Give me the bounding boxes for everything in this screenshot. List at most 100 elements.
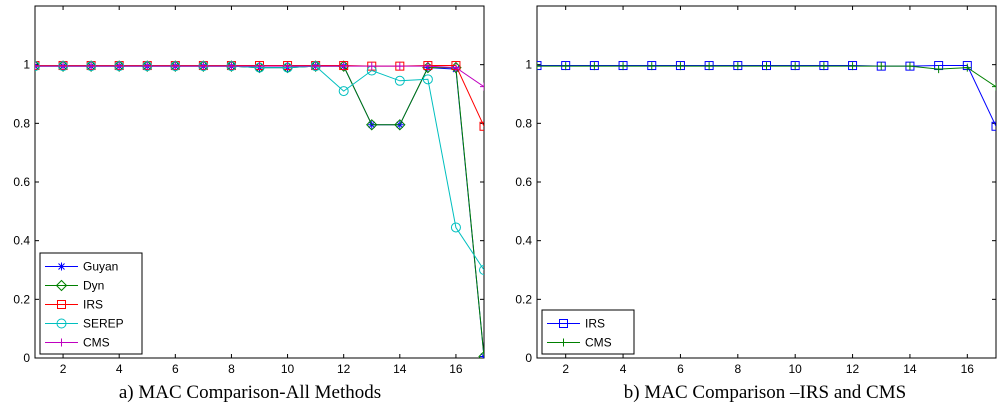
x-tick-label: 10 bbox=[789, 362, 803, 376]
data-point-cms bbox=[35, 62, 39, 71]
data-point-cms bbox=[848, 62, 857, 71]
data-point-dyn bbox=[366, 119, 378, 131]
data-point-serep bbox=[450, 222, 461, 233]
legend-label-serep: SEREP bbox=[83, 317, 124, 331]
legend: IRS CMS bbox=[541, 309, 635, 355]
legend-label-irs: IRS bbox=[585, 317, 605, 331]
data-point-irs bbox=[991, 121, 996, 131]
data-point-cms bbox=[791, 62, 800, 71]
data-point-cms bbox=[171, 62, 180, 71]
data-point-cms bbox=[934, 65, 943, 74]
y-tick-label: 1 bbox=[525, 58, 532, 72]
legend-label-cms: CMS bbox=[585, 336, 612, 350]
caption-a: a) MAC Comparison-All Methods bbox=[119, 382, 381, 403]
data-point-cms bbox=[311, 62, 320, 71]
data-point-serep bbox=[394, 75, 405, 86]
data-point-cms bbox=[480, 82, 484, 91]
legend-marker-irs bbox=[57, 300, 66, 309]
legend-marker-dyn bbox=[55, 279, 68, 292]
y-tick-label: 1 bbox=[23, 58, 30, 72]
data-point-serep bbox=[338, 86, 349, 97]
data-point-dyn bbox=[394, 119, 406, 131]
x-tick-label: 14 bbox=[393, 362, 407, 376]
chart-panel-b: 2 4 6 8 10 12 14 16 0 0.2 0.4 0.6 0.8 1 IRS CMS bbox=[515, 5, 997, 376]
legend-marker-cms bbox=[57, 338, 66, 347]
y-tick-label: 0.6 bbox=[13, 175, 30, 189]
data-point-irs bbox=[479, 121, 484, 131]
x-tick-label: 6 bbox=[677, 362, 684, 376]
y-tick-label: 0 bbox=[23, 351, 30, 365]
legend-marker-cms bbox=[559, 338, 568, 347]
data-point-cms bbox=[537, 62, 541, 71]
y-tick-label: 0.8 bbox=[515, 116, 532, 130]
data-point-cms bbox=[143, 62, 152, 71]
data-point-cms bbox=[992, 82, 996, 91]
data-point-cms bbox=[590, 62, 599, 71]
y-tick-label: 0.4 bbox=[13, 234, 30, 248]
data-point-dyn bbox=[35, 60, 41, 72]
data-point-cms bbox=[877, 62, 886, 71]
data-point-cms bbox=[423, 62, 432, 71]
data-point-cms bbox=[367, 62, 376, 71]
legend-marker-irs bbox=[559, 319, 568, 328]
legend-label-cms: CMS bbox=[83, 336, 110, 350]
data-point-cms bbox=[199, 62, 208, 71]
y-tick-label: 0.2 bbox=[13, 292, 30, 306]
legend-label-guyan: Guyan bbox=[83, 260, 118, 274]
data-point-cms bbox=[451, 63, 460, 72]
data-point-cms bbox=[963, 63, 972, 72]
data-point-cms bbox=[87, 62, 96, 71]
y-tick-label: 0.6 bbox=[515, 175, 532, 189]
y-tick-label: 0 bbox=[525, 351, 532, 365]
plot-frame bbox=[536, 5, 997, 359]
data-point-cms bbox=[819, 62, 828, 71]
legend-label-dyn: Dyn bbox=[83, 279, 104, 293]
x-tick-label: 16 bbox=[449, 362, 463, 376]
data-point-cms bbox=[255, 62, 264, 71]
x-tick-label: 8 bbox=[734, 362, 741, 376]
data-point-cms bbox=[705, 62, 714, 71]
x-tick-label: 2 bbox=[60, 362, 67, 376]
series-cms bbox=[537, 62, 996, 91]
x-tick-label: 12 bbox=[337, 362, 351, 376]
series-cms bbox=[35, 62, 484, 91]
x-tick-label: 10 bbox=[281, 362, 295, 376]
data-point-dyn bbox=[337, 60, 350, 72]
data-point-cms bbox=[339, 62, 348, 71]
x-tick-label: 14 bbox=[903, 362, 917, 376]
data-point-dyn bbox=[478, 350, 484, 358]
data-point-cms bbox=[115, 62, 124, 71]
legend: Guyan Dyn IRS SEREP CMS bbox=[39, 252, 143, 355]
data-point-cms bbox=[762, 62, 771, 71]
data-point-irs bbox=[537, 61, 542, 71]
plot-area bbox=[537, 61, 996, 131]
data-point-cms bbox=[647, 62, 656, 71]
y-tick-label: 0.8 bbox=[13, 116, 30, 130]
data-point-cms bbox=[561, 62, 570, 71]
x-tick-label: 12 bbox=[846, 362, 860, 376]
x-tick-label: 16 bbox=[961, 362, 975, 376]
data-point-cms bbox=[733, 62, 742, 71]
chart-panel-a: 2 4 6 8 10 12 14 16 0 0.2 0.4 0.6 0.8 1 Guyan Dyn IRS SER… bbox=[13, 5, 485, 376]
caption-b: b) MAC Comparison –IRS and CMS bbox=[624, 382, 906, 403]
x-tick-label: 2 bbox=[562, 362, 569, 376]
plot-area bbox=[35, 60, 484, 358]
x-tick-label: 4 bbox=[116, 362, 123, 376]
x-tick-label: 4 bbox=[620, 362, 627, 376]
legend-marker-guyan bbox=[57, 262, 66, 271]
x-tick-label: 6 bbox=[172, 362, 179, 376]
data-point-cms bbox=[227, 62, 236, 71]
data-point-cms bbox=[619, 62, 628, 71]
data-point-cms bbox=[676, 62, 685, 71]
legend-marker-serep bbox=[56, 318, 67, 329]
x-tick-label: 8 bbox=[228, 362, 235, 376]
data-point-serep bbox=[479, 265, 484, 275]
data-point-cms bbox=[395, 62, 404, 71]
y-tick-label: 0.4 bbox=[515, 234, 532, 248]
legend-box bbox=[541, 309, 635, 355]
data-point-serep bbox=[422, 74, 433, 85]
y-tick-label: 0.2 bbox=[515, 292, 532, 306]
data-point-cms bbox=[905, 62, 914, 71]
data-point-cms bbox=[59, 62, 68, 71]
data-point-cms bbox=[283, 62, 292, 71]
